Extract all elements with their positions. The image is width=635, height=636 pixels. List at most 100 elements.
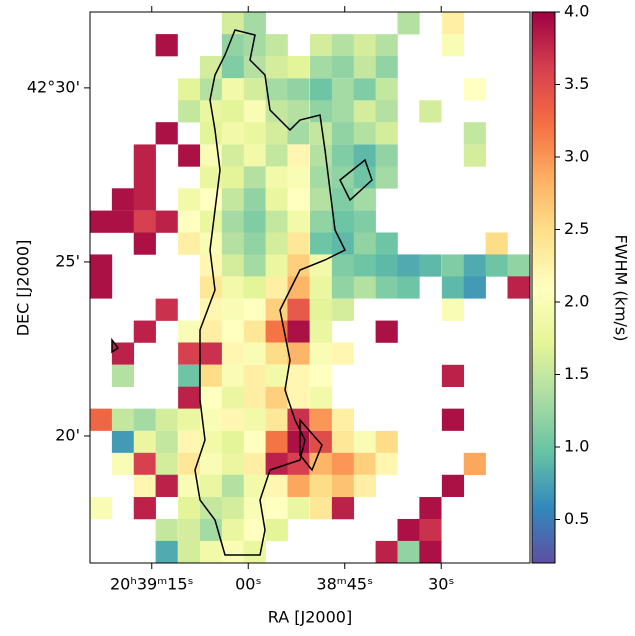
cell: [265, 276, 288, 299]
y-axis-label: DEC [J2000]: [14, 240, 33, 337]
cell: [463, 144, 486, 167]
cell: [243, 298, 266, 321]
cell: [287, 166, 310, 189]
cell: [310, 298, 333, 321]
cell: [397, 12, 420, 35]
cell: [221, 342, 245, 365]
cell: [221, 12, 245, 35]
cell: [397, 518, 420, 542]
cell: [221, 540, 245, 564]
cell: [265, 144, 288, 167]
cell: [375, 430, 398, 454]
cell: [243, 188, 266, 211]
cell: [221, 364, 245, 388]
cell: [310, 386, 333, 409]
cell: [287, 210, 310, 233]
cell: [243, 210, 266, 233]
cell: [331, 276, 355, 299]
cell: [155, 298, 178, 321]
colorbar-tick-label: 4.0: [564, 2, 589, 21]
cell: [200, 122, 223, 145]
cell: [200, 474, 223, 497]
cell: [221, 100, 245, 123]
cell: [243, 166, 266, 189]
cell: [243, 254, 266, 277]
cell: [287, 452, 310, 476]
cell: [90, 254, 113, 277]
cell: [243, 78, 266, 101]
cell: [287, 56, 310, 79]
cell: [441, 254, 465, 277]
cell: [133, 188, 156, 211]
cell: [243, 320, 266, 343]
cell: [178, 188, 201, 211]
y-tick-label: 42°30': [27, 77, 80, 96]
cell: [353, 232, 376, 255]
cell: [221, 254, 245, 277]
cell: [265, 56, 288, 79]
cell: [111, 210, 135, 233]
cell: [331, 232, 355, 255]
cell: [353, 188, 376, 211]
cell: [375, 320, 398, 343]
cell: [441, 408, 465, 431]
cell: [353, 254, 376, 277]
cell: [265, 122, 288, 145]
cell: [200, 452, 223, 476]
cell: [243, 144, 266, 167]
cell: [353, 34, 376, 57]
cell: [178, 100, 201, 123]
cell: [133, 232, 156, 255]
cell: [331, 298, 355, 321]
cell: [200, 518, 223, 542]
cell: [178, 144, 201, 167]
plot-frame: [89, 11, 531, 564]
cell: [178, 497, 201, 520]
cell: [221, 298, 245, 321]
cell: [200, 144, 223, 167]
cell: [310, 232, 333, 255]
cell: [90, 276, 113, 299]
cell: [221, 408, 245, 431]
cell: [397, 276, 420, 299]
cell: [265, 320, 288, 343]
cell: [419, 497, 442, 520]
cell: [331, 430, 355, 454]
cell: [111, 408, 135, 431]
cell: [243, 518, 266, 542]
cell: [287, 298, 310, 321]
cell: [221, 276, 245, 299]
cell: [243, 12, 266, 35]
cell: [441, 298, 465, 321]
cell: [265, 78, 288, 101]
cell: [178, 518, 201, 542]
cell: [507, 276, 530, 299]
cell: [133, 408, 156, 431]
cell: [353, 452, 376, 476]
cell: [353, 100, 376, 123]
colorbar-tick-label: 1.5: [564, 364, 589, 383]
x-tick-label: 38ᵐ45ˢ: [316, 575, 373, 594]
cell: [200, 386, 223, 409]
cell: [178, 474, 201, 497]
cell: [133, 166, 156, 189]
cell: [265, 430, 288, 454]
cell: [287, 474, 310, 497]
cell: [265, 188, 288, 211]
cell: [265, 497, 288, 520]
cell: [265, 474, 288, 497]
colorbar-tick-label: 2.5: [564, 219, 589, 238]
cell: [331, 452, 355, 476]
cell: [111, 188, 135, 211]
cell: [375, 78, 398, 101]
cell: [375, 144, 398, 167]
cell: [353, 78, 376, 101]
cell: [331, 408, 355, 431]
cell: [287, 78, 310, 101]
colorbar-tick-label: 0.5: [564, 509, 589, 528]
cell: [243, 34, 266, 57]
cell: [133, 452, 156, 476]
cell: [375, 34, 398, 57]
cell: [178, 232, 201, 255]
